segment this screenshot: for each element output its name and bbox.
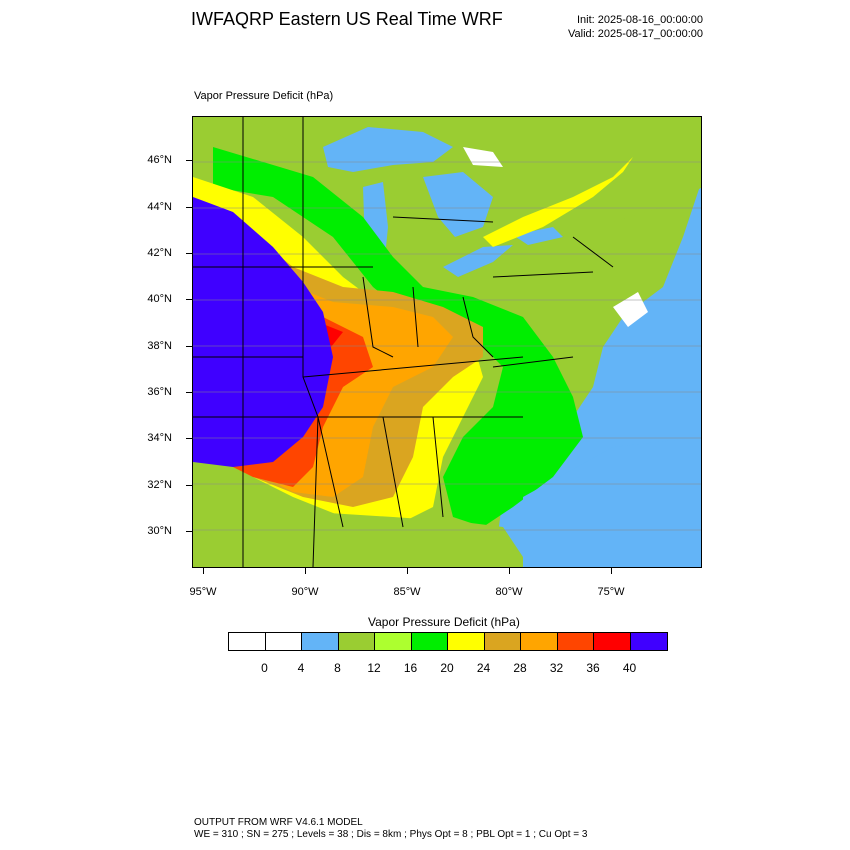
lat-label-38n: 38°N: [147, 340, 172, 352]
lat-label-36n: 36°N: [147, 386, 172, 398]
lon-tick: [407, 568, 408, 574]
map-canvas: [193, 117, 701, 567]
lon-label-85w: 85°W: [393, 586, 421, 598]
page-title: IWFAQRP Eastern US Real Time WRF: [191, 9, 503, 29]
lat-tick: [186, 299, 192, 300]
lat-tick: [186, 160, 192, 161]
lat-label-46n: 46°N: [147, 154, 172, 166]
lat-tick: [186, 438, 192, 439]
run-times: Init: 2025-08-16_00:00:00 Valid: 2025-08…: [568, 13, 703, 41]
lon-label-95w: 95°W: [189, 586, 217, 598]
colorbar-label: 28: [513, 661, 527, 675]
purple-region: [193, 197, 333, 467]
colorbar-swatch: [229, 633, 266, 650]
lon-tick: [305, 568, 306, 574]
footer-config-line: WE = 310 ; SN = 275 ; Levels = 38 ; Dis …: [194, 829, 588, 840]
colorbar-label: 32: [549, 661, 564, 675]
green-belt: [213, 147, 583, 527]
lon-label-90w: 90°W: [291, 586, 319, 598]
plot-title: Vapor Pressure Deficit (hPa): [194, 90, 334, 102]
lat-label-40n: 40°N: [147, 293, 172, 305]
lon-tick: [509, 568, 510, 574]
colorbar-swatch: [338, 633, 375, 650]
lake-ontario: [513, 227, 563, 245]
colorbar-swatch: [375, 633, 412, 650]
colorbar-swatch: [484, 633, 521, 650]
lat-label-30n: 30°N: [147, 525, 172, 537]
colorbar-swatch: [594, 633, 631, 650]
state-boundaries: [193, 117, 614, 567]
vpd-map: [192, 116, 702, 568]
lat-label-32n: 32°N: [147, 479, 172, 491]
model-footer: OUTPUT FROM WRF V4.6.1 MODEL WE = 310 ; …: [194, 817, 587, 841]
lon-tick: [611, 568, 612, 574]
colorbar-label: 36: [586, 661, 600, 675]
colorbar-title: Vapor Pressure Deficit (hPa): [368, 615, 520, 629]
colorbar-swatch: [557, 633, 594, 650]
colorbar-swatch: [630, 633, 667, 650]
colorbar-label: 20: [440, 661, 454, 675]
lake-superior: [323, 127, 453, 172]
white-patch-east: [613, 292, 648, 327]
offshore-water: [523, 437, 701, 567]
colorbar-label: 24: [476, 661, 491, 675]
colorbar-label: 12: [367, 661, 381, 675]
stlawrence-band: [483, 157, 633, 247]
colorbar-swatch: [411, 633, 448, 650]
lake-erie: [443, 245, 513, 277]
colorbar-swatch: [448, 633, 485, 650]
lat-tick: [186, 485, 192, 486]
lon-label-75w: 75°W: [597, 586, 625, 598]
valid-time: Valid: 2025-08-17_00:00:00: [568, 28, 703, 40]
lat-tick: [186, 346, 192, 347]
colorbar-swatch: [265, 633, 302, 650]
lat-label-34n: 34°N: [147, 432, 172, 444]
colorbar-label: 8: [334, 661, 341, 675]
lon-label-80w: 80°W: [495, 586, 523, 598]
colorbar-label: 40: [622, 661, 637, 675]
lat-tick: [186, 531, 192, 532]
colorbar: [228, 632, 668, 651]
colorbar-label: 0: [261, 661, 268, 675]
colorbar-swatch: [302, 633, 339, 650]
init-time: Init: 2025-08-16_00:00:00: [577, 14, 703, 26]
lat-tick: [186, 392, 192, 393]
colorbar-swatch: [521, 633, 558, 650]
lat-tick: [186, 253, 192, 254]
coastal-green: [193, 512, 523, 567]
lon-tick: [203, 568, 204, 574]
lat-label-44n: 44°N: [147, 201, 172, 213]
colorbar-label: 4: [297, 661, 305, 675]
lat-tick: [186, 207, 192, 208]
lat-label-42n: 42°N: [147, 247, 172, 259]
footer-model-line: OUTPUT FROM WRF V4.6.1 MODEL: [194, 817, 363, 828]
colorbar-label: 16: [403, 661, 418, 675]
graticule: [193, 161, 701, 531]
